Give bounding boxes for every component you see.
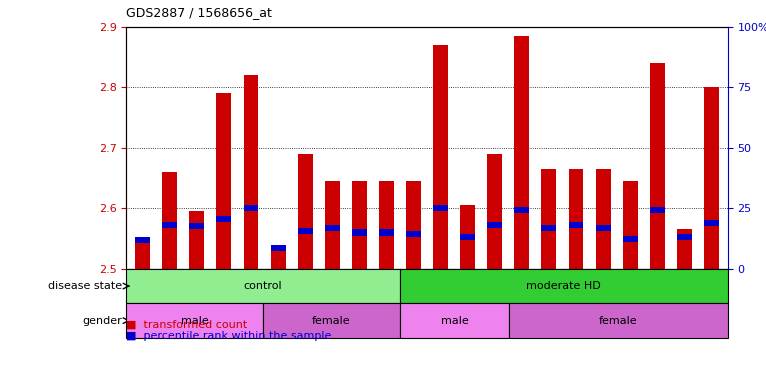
Bar: [542, 169, 556, 269]
Text: male: male: [181, 316, 208, 326]
Bar: [460, 234, 475, 240]
Text: ■  percentile rank within the sample: ■ percentile rank within the sample: [126, 331, 332, 341]
Bar: [244, 205, 258, 211]
Bar: [325, 225, 339, 231]
Bar: [135, 242, 150, 269]
Bar: [433, 45, 448, 269]
Bar: [568, 169, 584, 269]
Bar: [509, 303, 728, 338]
Bar: [352, 181, 367, 269]
Bar: [189, 223, 205, 230]
Bar: [352, 230, 367, 235]
Bar: [487, 222, 502, 228]
Bar: [298, 228, 313, 234]
Bar: [400, 303, 509, 338]
Bar: [704, 220, 719, 227]
Bar: [677, 230, 692, 269]
Bar: [126, 303, 263, 338]
Bar: [596, 169, 611, 269]
Bar: [704, 88, 719, 269]
Bar: [400, 269, 728, 303]
Bar: [379, 181, 394, 269]
Bar: [135, 237, 150, 243]
Text: GDS2887 / 1568656_at: GDS2887 / 1568656_at: [126, 6, 272, 19]
Text: moderate HD: moderate HD: [526, 281, 601, 291]
Bar: [270, 245, 286, 251]
Bar: [162, 222, 177, 228]
Bar: [189, 211, 205, 269]
Bar: [379, 230, 394, 235]
Bar: [515, 207, 529, 213]
Bar: [406, 231, 421, 237]
Bar: [568, 222, 584, 228]
Text: gender: gender: [83, 316, 123, 326]
Text: control: control: [244, 281, 283, 291]
Bar: [406, 181, 421, 269]
Bar: [542, 225, 556, 231]
Bar: [270, 251, 286, 269]
Bar: [162, 172, 177, 269]
Bar: [596, 225, 611, 231]
Bar: [433, 205, 448, 211]
Bar: [298, 154, 313, 269]
Bar: [487, 154, 502, 269]
Bar: [325, 181, 339, 269]
Bar: [263, 303, 400, 338]
Text: disease state: disease state: [48, 281, 123, 291]
Bar: [623, 235, 637, 242]
Bar: [244, 75, 258, 269]
Text: male: male: [440, 316, 468, 326]
Bar: [650, 207, 665, 213]
Bar: [217, 215, 231, 222]
Bar: [217, 93, 231, 269]
Text: ■  transformed count: ■ transformed count: [126, 319, 247, 329]
Bar: [126, 269, 400, 303]
Bar: [460, 205, 475, 269]
Bar: [623, 181, 637, 269]
Bar: [515, 36, 529, 269]
Bar: [650, 63, 665, 269]
Text: female: female: [312, 316, 351, 326]
Text: female: female: [599, 316, 637, 326]
Bar: [677, 234, 692, 240]
